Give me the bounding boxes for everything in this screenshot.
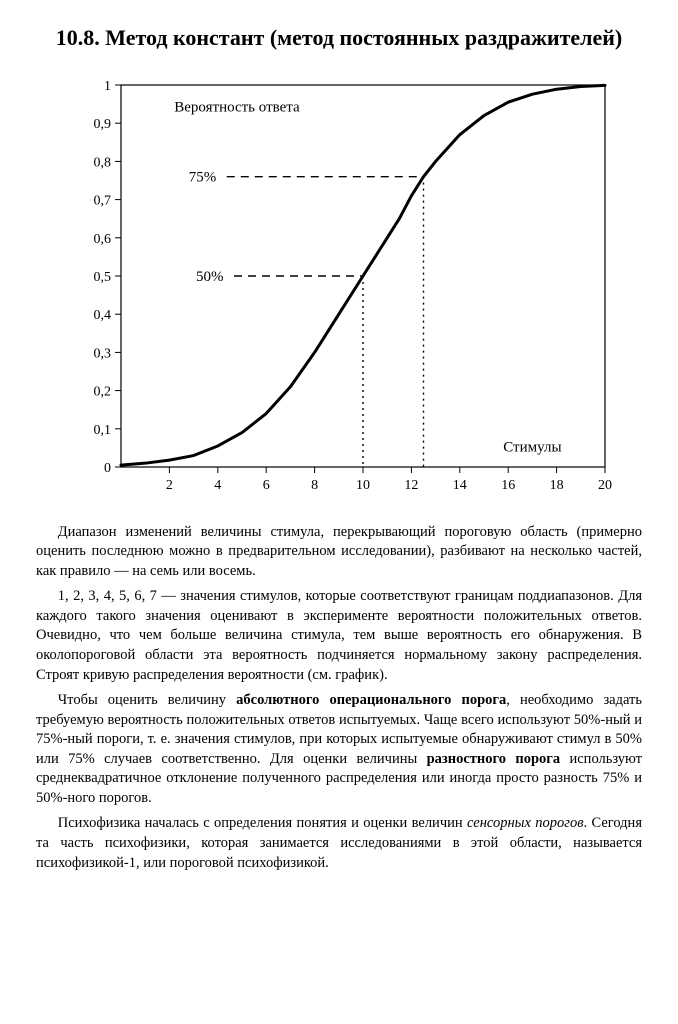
p4-text-a: Психофизика началась с определения понят… xyxy=(58,815,467,831)
svg-text:6: 6 xyxy=(263,478,270,493)
svg-text:16: 16 xyxy=(501,478,515,493)
svg-text:50%: 50% xyxy=(196,269,224,285)
svg-text:0: 0 xyxy=(104,461,111,476)
psychometric-chart: 00,10,20,30,40,50,60,70,80,9124681012141… xyxy=(59,71,619,501)
p3-text-a: Чтобы оценить величину xyxy=(58,692,236,708)
svg-text:10: 10 xyxy=(356,478,370,493)
svg-text:0,6: 0,6 xyxy=(94,231,112,246)
svg-text:1: 1 xyxy=(104,79,111,94)
svg-text:75%: 75% xyxy=(189,169,217,185)
svg-text:0,5: 0,5 xyxy=(94,270,112,285)
svg-text:20: 20 xyxy=(598,478,612,493)
svg-text:12: 12 xyxy=(404,478,418,493)
paragraph-1: Диапазон изменений величины стимула, пер… xyxy=(36,523,642,582)
svg-text:Стимулы: Стимулы xyxy=(503,439,561,455)
svg-text:8: 8 xyxy=(311,478,318,493)
svg-text:0,3: 0,3 xyxy=(94,346,112,361)
p3-bold-2: разностного порога xyxy=(427,751,561,767)
svg-text:2: 2 xyxy=(166,478,173,493)
svg-text:0,4: 0,4 xyxy=(94,308,112,323)
p3-bold-1: абсолютного операционального порога xyxy=(236,692,506,708)
paragraph-2: 1, 2, 3, 4, 5, 6, 7 — значения стимулов,… xyxy=(36,587,642,685)
svg-text:18: 18 xyxy=(550,478,564,493)
svg-text:4: 4 xyxy=(214,478,221,493)
paragraph-4: Психофизика началась с определения понят… xyxy=(36,814,642,873)
svg-text:0,2: 0,2 xyxy=(94,384,112,399)
chart-container: 00,10,20,30,40,50,60,70,80,9124681012141… xyxy=(36,71,642,501)
section-heading: 10.8. Метод констант (метод постоянных р… xyxy=(36,24,642,53)
svg-text:0,8: 0,8 xyxy=(94,155,112,170)
svg-text:14: 14 xyxy=(453,478,467,493)
svg-text:0,9: 0,9 xyxy=(94,117,112,132)
svg-text:0,1: 0,1 xyxy=(94,422,112,437)
svg-text:0,7: 0,7 xyxy=(94,193,112,208)
paragraph-3: Чтобы оценить величину абсолютного опера… xyxy=(36,691,642,808)
p4-italic: сенсорных порогов xyxy=(467,815,583,831)
svg-text:Вероятность ответа: Вероятность ответа xyxy=(174,99,300,115)
